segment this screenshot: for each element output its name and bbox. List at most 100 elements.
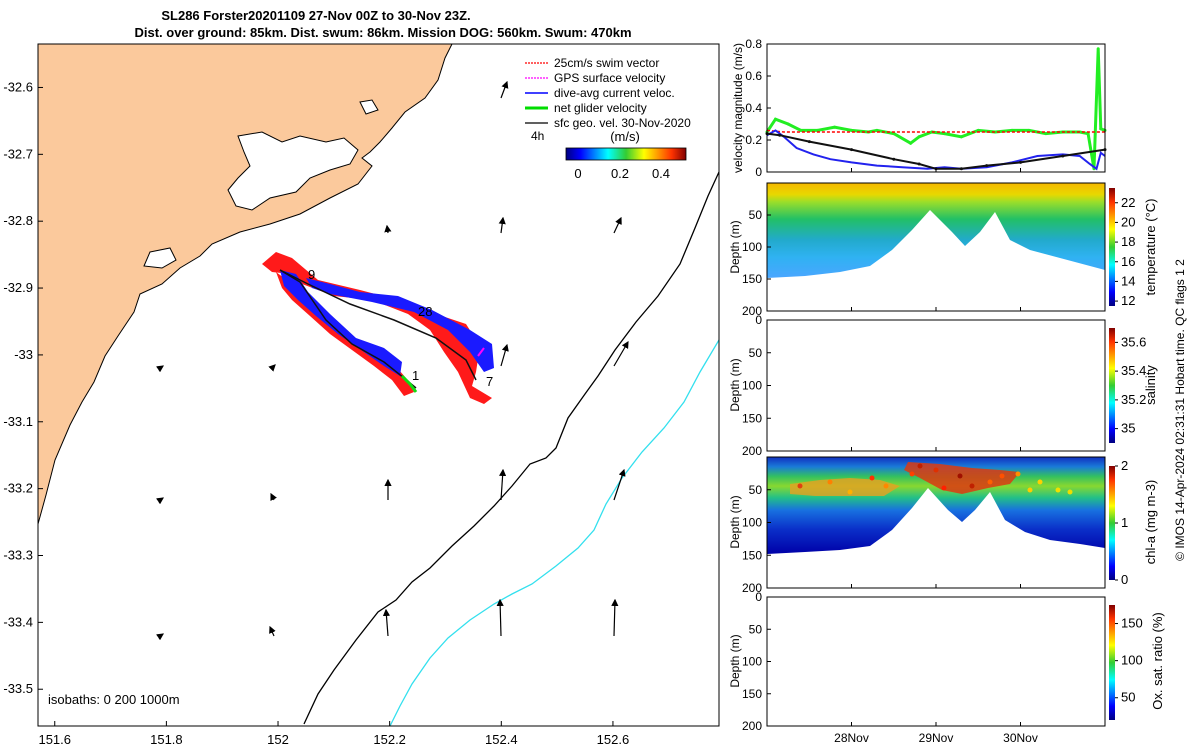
chla-colorbar-label: chl-a (mg m-3) (1143, 480, 1158, 565)
velocity-point-net (909, 141, 913, 145)
geo-arrow (268, 364, 276, 372)
chla-sample-dot (969, 483, 975, 489)
legend-item-geostrophic: sfc geo. vel. 30-Nov-2020 (525, 116, 691, 130)
time-tick-label: 28Nov (834, 731, 869, 745)
velocity-point-net (1086, 132, 1090, 136)
chla-sample-dot (1067, 489, 1073, 495)
depth-tick-label: 100 (742, 240, 762, 254)
time-axis-ticks: 28Nov 29Nov 30Nov (834, 168, 1038, 745)
colorbar-tick-label: 12 (1121, 293, 1135, 308)
depth-tick-label: 100 (742, 379, 762, 393)
chla-sample-dot (869, 475, 875, 481)
velocity-y-tick-label: 0 (755, 165, 762, 179)
velocity-point-net (1096, 47, 1100, 51)
legend-item-gps: GPS surface velocity (525, 71, 665, 85)
geo-arrow (384, 224, 392, 234)
map-y-tick-label: -33.4 (3, 614, 33, 629)
colorbar-tick-label: 35 (1121, 421, 1135, 436)
velocity-point-geostrophic (807, 140, 811, 144)
chla-sample-dot (827, 479, 833, 485)
chla-maximum-patch (904, 462, 1020, 494)
velocity-point-geostrophic (850, 148, 853, 152)
velocity-point-net (786, 122, 790, 126)
depth-tick-label: 200 (742, 581, 762, 595)
velocity-point-geostrophic (1061, 154, 1065, 158)
chla-panel: 50 100 150 200 0 1 2 Depth (m) chl-a (mg m-3) (728, 456, 1158, 595)
velocity-point-net (976, 128, 980, 132)
geo-arrow (382, 608, 391, 637)
chla-sample-dot (917, 463, 923, 469)
legend-label-gps: GPS surface velocity (554, 71, 665, 85)
velocity-y-ticks: 0 0.2 0.4 0.6 0.8 (745, 37, 771, 179)
map-y-tick-label: -32.6 (3, 79, 33, 94)
chla-sample-dot (1055, 487, 1061, 493)
temperature-panel: 50 100 150 200 12 14 16 18 20 22 Depth (m) tempe… (728, 182, 1158, 318)
speed-colorbar-tick: 0.4 (652, 166, 670, 181)
isobath-note: isobaths: 0 200 1000m (48, 692, 180, 707)
figure-title-line1: SL286 Forster20201109 27-Nov 00Z to 30-N… (161, 8, 470, 23)
velocity-point-geostrophic (1019, 160, 1022, 164)
colorbar-tick-label: 20 (1121, 214, 1135, 229)
velocity-point-net (799, 128, 803, 132)
velocity-point-net (892, 132, 896, 136)
velocity-point-geostrophic (917, 162, 921, 166)
map-y-tick-label: -32.9 (3, 280, 33, 295)
chla-sample-dot (1037, 479, 1043, 485)
map-x-tick-label: 152.6 (597, 732, 630, 747)
geo-arrow (498, 216, 506, 234)
map-frame (37, 43, 720, 727)
colorbar-tick-label: 150 (1121, 616, 1143, 631)
chla-sample-dot (797, 483, 803, 489)
colorbar-tick-label: 50 (1121, 690, 1135, 705)
map-y-tick-label: -33.5 (3, 681, 33, 696)
temperature-colorbar-ticks: 12 14 16 18 20 22 (1115, 195, 1135, 308)
salinity-colorbar-ticks: 35 35.2 35.4 35.6 (1115, 334, 1146, 436)
velocity-series-current (766, 129, 1106, 171)
legend-label-current: dive-avg current veloc. (554, 86, 675, 100)
legend-label-net: net glider velocity (554, 101, 647, 115)
depth-tick-label: 200 (742, 304, 762, 318)
legend-item-net: net glider velocity (525, 101, 647, 115)
temperature-section (767, 183, 1105, 278)
chla-sample-dot (909, 471, 915, 477)
map-x-tick-label: 152 (267, 732, 289, 747)
glider-track (262, 252, 494, 404)
velocity-point-net (1044, 132, 1048, 136)
colorbar-tick-label: 0 (1121, 572, 1128, 587)
geo-arrow (499, 468, 507, 501)
credit-text: © IMOS 14-Apr-2024 02:31:31 Hobart time.… (1173, 259, 1187, 561)
net-glider-track-outbound (279, 269, 477, 381)
figure-title-line2: Dist. over ground: 85km. Dist. swum: 86k… (134, 25, 631, 40)
chla-colorbar (1109, 466, 1115, 580)
chla-sample-dot (957, 473, 963, 479)
depth-tick-label: 200 (742, 444, 762, 458)
velocity-point-net (833, 125, 837, 129)
geo-arrow (613, 216, 622, 234)
velocity-point-geostrophic (985, 164, 989, 168)
depth-tick-label: 200 (742, 719, 762, 733)
map-y-tick-label: -32.8 (3, 213, 33, 228)
colorbar-tick-label: 100 (1121, 653, 1143, 668)
map-y-tick-label: -33.1 (3, 414, 33, 429)
map-legend: 25cm/s swim vector GPS surface velocity … (525, 56, 691, 181)
geo-arrow (270, 492, 277, 501)
map-x-tick-label: 152.4 (485, 732, 518, 747)
depth-tick-label: 150 (742, 687, 762, 701)
velocity-point-geostrophic (892, 157, 896, 161)
colorbar-tick-label: 16 (1121, 254, 1135, 269)
map-y-tick-label: -33.2 (3, 481, 33, 496)
geo-arrow (500, 80, 509, 99)
oxygen-frame (766, 596, 1106, 727)
day-label-1: 1 (412, 368, 419, 383)
velocity-point-net (1099, 127, 1103, 131)
day-label-7: 7 (486, 374, 493, 389)
oxygen-colorbar-label: Ox. sat. ratio (%) (1150, 612, 1165, 710)
chla-sample-dot (933, 467, 939, 473)
colorbar-tick-label: 18 (1121, 234, 1135, 249)
velocity-y-tick-label: 0.8 (745, 37, 762, 51)
chla-colorbar-ticks: 0 1 2 (1115, 458, 1128, 587)
colorbar-tick-label: 35.6 (1121, 334, 1146, 349)
map-y-tick-label: -33 (14, 347, 33, 362)
speed-colorbar-tick: 0.2 (611, 166, 629, 181)
velocity-point-net (1010, 128, 1014, 132)
